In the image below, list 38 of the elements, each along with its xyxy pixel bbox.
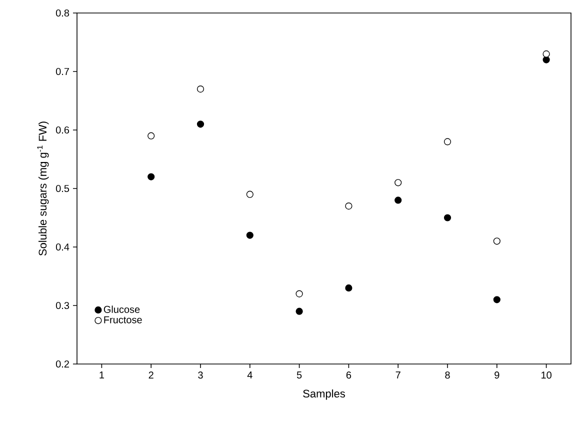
x-tick-label: 7 [396, 372, 400, 378]
y-tick-label: 0.8 [56, 9, 70, 17]
point [493, 238, 500, 245]
x-tick-label: 6 [346, 372, 352, 379]
y-tick-label: 0.4 [56, 243, 70, 251]
point [148, 173, 155, 180]
point [296, 308, 303, 315]
point [444, 214, 452, 222]
point [493, 296, 500, 304]
point [542, 50, 550, 58]
y-tick-label: 0.6 [56, 126, 70, 134]
x-tick-label: 3 [198, 372, 203, 379]
point [148, 132, 155, 140]
point [394, 196, 402, 204]
x-tick-label: 4 [247, 372, 252, 378]
legend-label: Glucose [104, 306, 140, 313]
point [345, 284, 352, 292]
point [345, 202, 352, 210]
point [296, 290, 303, 298]
legend-label: Fructose [104, 316, 142, 324]
y-tick-label: 0.2 [56, 360, 69, 368]
point [196, 120, 204, 128]
point [196, 86, 204, 93]
y-tick-label: 0.3 [56, 302, 70, 310]
y-axis-title: Soluble sugars (mg g$^{-1}$ FW) [37, 122, 49, 256]
x-tick-label: 8 [445, 372, 450, 379]
point [444, 138, 452, 146]
x-tick-label: 9 [494, 372, 500, 379]
point [246, 190, 254, 198]
point [246, 232, 254, 239]
x-tick-label: 1 [100, 372, 104, 378]
x-tick-label: 5 [296, 372, 302, 378]
x-tick-label: 2 [148, 372, 154, 379]
x-tick-label: 10 [542, 372, 552, 379]
point [394, 179, 402, 186]
y-tick-label: 0.7 [56, 68, 69, 76]
y-tick-label: 0.5 [56, 184, 70, 192]
x-axis-title: Samples [303, 389, 346, 400]
